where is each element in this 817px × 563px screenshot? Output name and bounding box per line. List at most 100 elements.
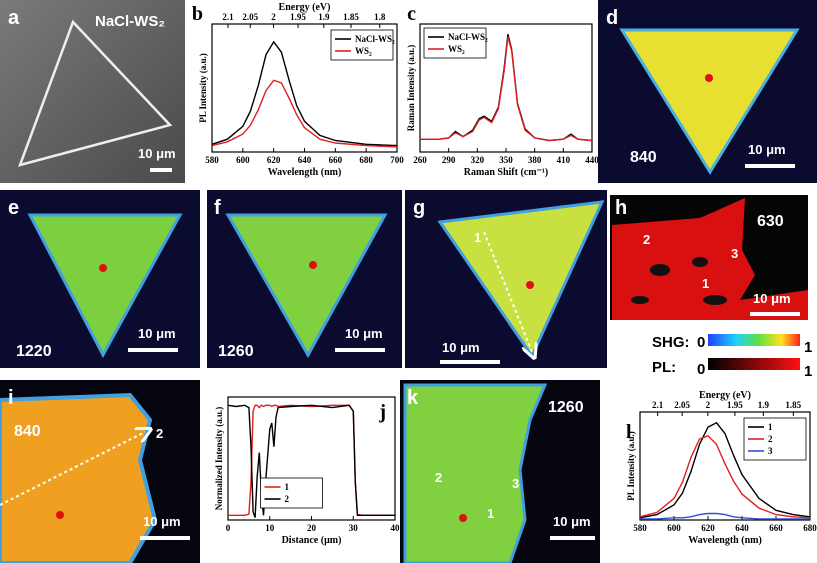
series-line bbox=[227, 404, 395, 518]
series-line bbox=[211, 79, 398, 148]
region-label: 3 bbox=[512, 476, 519, 491]
colorbar-name: PL: bbox=[652, 359, 676, 376]
wavelength-label: 1260 bbox=[548, 399, 584, 416]
x2-tick-label: 2.05 bbox=[674, 400, 690, 410]
x-tick-label: 660 bbox=[769, 523, 783, 533]
x-tick-label: 350 bbox=[499, 155, 513, 165]
legend-box bbox=[330, 29, 394, 61]
panel-letter: k bbox=[407, 387, 419, 409]
x2-tick-label: 2 bbox=[706, 400, 711, 410]
x2-tick-label: 2 bbox=[271, 12, 276, 22]
legend-box bbox=[260, 477, 323, 509]
x-tick-label: 290 bbox=[442, 155, 456, 165]
x-tick-label: 640 bbox=[735, 523, 749, 533]
line-label: 1 bbox=[474, 230, 481, 245]
x2-tick-label: 1.95 bbox=[290, 12, 306, 22]
panel-letter: h bbox=[615, 197, 627, 219]
region-label: 1 bbox=[487, 506, 494, 521]
x-tick-label: 440 bbox=[585, 155, 599, 165]
panel-d: d 840 10 μm bbox=[598, 0, 817, 183]
x-tick-label: 620 bbox=[267, 155, 281, 165]
panel-e: e 1220 10 μm bbox=[0, 190, 200, 368]
x-tick-label: 600 bbox=[667, 523, 681, 533]
wavelength-label: 1260 bbox=[218, 343, 254, 360]
x-tick-label: 380 bbox=[528, 155, 542, 165]
scale-label: 10 μm bbox=[138, 326, 176, 341]
x-tick-label: 0 bbox=[226, 523, 231, 533]
x2-tick-label: 2.05 bbox=[242, 12, 258, 22]
x2-tick-label: 1.85 bbox=[785, 400, 801, 410]
scale-label: 10 μm bbox=[748, 142, 786, 157]
scale-label: 10 μm bbox=[143, 514, 181, 529]
panel-h: h 630 2 3 1 10 μm bbox=[610, 195, 808, 320]
region-label: 2 bbox=[643, 232, 650, 247]
x-tick-label: 600 bbox=[236, 155, 250, 165]
x-tick-label: 320 bbox=[471, 155, 485, 165]
legend-label: NaCl-WS₂ bbox=[355, 34, 395, 44]
x2-tick-label: 1.9 bbox=[758, 400, 770, 410]
panel-a: a NaCl-WS₂ 10 μm bbox=[0, 0, 185, 183]
scale-label: 10 μm bbox=[345, 326, 383, 341]
legend-label: WS₂ bbox=[355, 46, 372, 56]
panel-k: k 1260 2 3 1 10 μm bbox=[400, 380, 600, 563]
wavelength-label: 840 bbox=[14, 423, 41, 440]
panel-letter: l bbox=[626, 421, 632, 443]
panel-letter: b bbox=[192, 3, 203, 25]
panel-letter: c bbox=[407, 3, 416, 25]
panel-f: f 1260 10 μm bbox=[207, 190, 402, 368]
x-tick-label: 660 bbox=[329, 155, 343, 165]
legend-box bbox=[423, 27, 487, 59]
scale-label: 10 μm bbox=[442, 340, 480, 355]
x-tick-label: 680 bbox=[803, 523, 817, 533]
panel-letter: d bbox=[606, 7, 618, 29]
y-axis-label: PL Intensity (a.u.) bbox=[626, 431, 636, 501]
x2-axis-label: Energy (eV) bbox=[279, 2, 331, 13]
panel-letter: a bbox=[8, 7, 20, 29]
x2-tick-label: 1.9 bbox=[318, 12, 330, 22]
x2-tick-label: 1.8 bbox=[374, 12, 386, 22]
x-axis-label: Wavelength (nm) bbox=[268, 167, 342, 178]
wavelength-label: 630 bbox=[757, 213, 784, 230]
colorbar-min: 0 bbox=[697, 361, 705, 378]
region-label: 2 bbox=[435, 470, 442, 485]
colorbar-name: SHG: bbox=[652, 334, 690, 351]
y-axis-label: Raman Intensity (a.u.) bbox=[406, 45, 416, 132]
x2-tick-label: 2.1 bbox=[652, 400, 664, 410]
y-axis-label: Normalized Intensity (a.u.) bbox=[214, 407, 224, 511]
scale-label: 10 μm bbox=[138, 146, 176, 161]
scale-label: 10 μm bbox=[553, 514, 591, 529]
colorbar bbox=[708, 358, 800, 370]
x-tick-label: 640 bbox=[298, 155, 312, 165]
series-line bbox=[639, 421, 811, 519]
x-tick-label: 30 bbox=[349, 523, 359, 533]
x2-tick-label: 1.95 bbox=[727, 400, 743, 410]
panel-letter: i bbox=[8, 387, 14, 409]
colorbars: SHG: 0 1 PL: 0 1 bbox=[652, 334, 812, 380]
legend-label: 3 bbox=[768, 446, 773, 456]
x2-tick-label: 2.1 bbox=[222, 12, 234, 22]
x-tick-label: 410 bbox=[557, 155, 571, 165]
panel-g: g 1 10 μm bbox=[405, 190, 607, 368]
legend-label: 1 bbox=[285, 482, 290, 492]
series-line bbox=[420, 36, 593, 142]
panel-letter: g bbox=[413, 197, 425, 219]
x2-tick-label: 1.85 bbox=[343, 12, 359, 22]
x-axis-label: Distance (μm) bbox=[282, 535, 342, 546]
legend-label: WS₂ bbox=[448, 44, 465, 54]
x-axis-label: Raman Shift (cm⁻¹) bbox=[464, 167, 548, 178]
panel-letter: f bbox=[214, 197, 221, 219]
x-tick-label: 10 bbox=[265, 523, 275, 533]
plots: 580 600 620 640 660 680 700 Wavelength (nm) PL I… bbox=[192, 2, 817, 546]
x-tick-label: 700 bbox=[390, 155, 404, 165]
wavelength-label: 840 bbox=[630, 149, 657, 166]
legend-label: 2 bbox=[285, 494, 290, 504]
panel-letter: e bbox=[8, 197, 19, 219]
legend-label: NaCl-WS₂ bbox=[448, 32, 488, 42]
x-tick-label: 580 bbox=[633, 523, 647, 533]
sample-label: NaCl-WS₂ bbox=[95, 13, 165, 30]
region-label: 1 bbox=[702, 276, 709, 291]
wavelength-label: 1220 bbox=[16, 343, 52, 360]
x-tick-label: 20 bbox=[307, 523, 317, 533]
line-label: 2 bbox=[156, 426, 163, 441]
